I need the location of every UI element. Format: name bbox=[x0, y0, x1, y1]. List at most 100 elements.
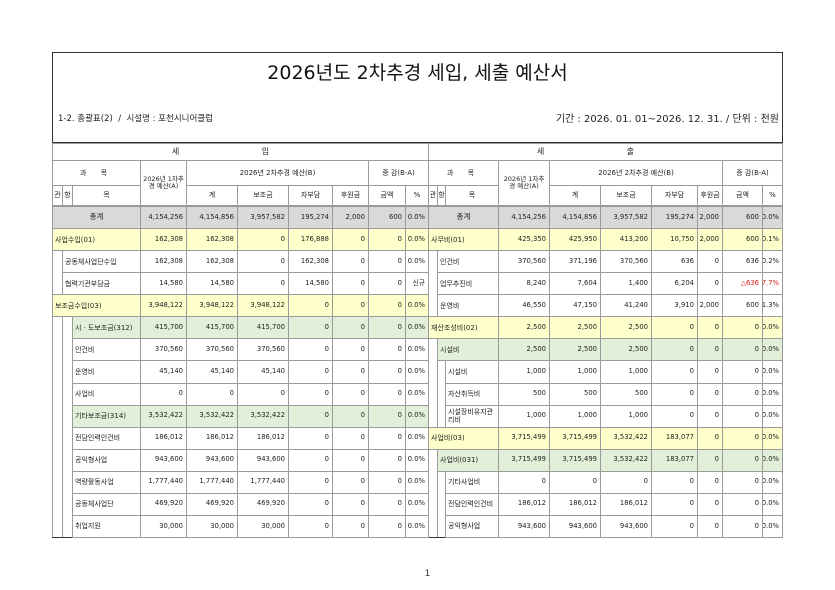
amount-cell: 0 bbox=[288, 448, 333, 472]
amount-cell: 0.0% bbox=[405, 228, 429, 252]
amount-cell: 10,750 bbox=[651, 228, 698, 252]
amount-cell: 943,600 bbox=[498, 514, 550, 538]
amount-cell: 3,910 bbox=[651, 294, 698, 318]
amount-cell: 3,948,122 bbox=[140, 294, 187, 318]
amount-cell: 47,150 bbox=[549, 294, 601, 318]
amount-cell: 500 bbox=[498, 382, 550, 406]
amount-cell: 415,700 bbox=[140, 316, 187, 340]
amount-cell: 0 bbox=[722, 448, 763, 472]
amount-cell: 3,532,422 bbox=[237, 404, 289, 428]
amount-cell: 370,560 bbox=[498, 250, 550, 274]
row-label: 인건비 bbox=[72, 338, 141, 362]
amount-cell: 3,948,122 bbox=[186, 294, 238, 318]
amount-cell: 4,154,256 bbox=[498, 206, 550, 230]
amount-cell: 0 bbox=[237, 228, 289, 252]
amount-cell: 0 bbox=[368, 316, 406, 340]
amount-cell: 2,000 bbox=[332, 206, 369, 230]
amount-cell: 0 bbox=[288, 492, 333, 516]
amount-cell: 0 bbox=[237, 382, 289, 406]
amount-cell: 469,920 bbox=[140, 492, 187, 516]
amount-cell: 3,715,499 bbox=[498, 426, 550, 450]
row-label: 공익형사업 bbox=[72, 448, 141, 472]
amount-cell: 0 bbox=[368, 426, 406, 450]
amount-cell: 2,000 bbox=[697, 228, 723, 252]
amount-cell: 186,012 bbox=[140, 426, 187, 450]
row-label: 재산조성비(02) bbox=[428, 316, 499, 340]
amount-cell: 2,500 bbox=[549, 316, 601, 340]
amount-cell: 0 bbox=[368, 294, 406, 318]
header-cell: 금액 bbox=[722, 185, 763, 206]
amount-cell: 2,500 bbox=[498, 316, 550, 340]
amount-cell: 195,274 bbox=[288, 206, 333, 230]
row-label: 기타보조금(314) bbox=[72, 404, 141, 428]
amount-cell: 1,000 bbox=[600, 360, 652, 384]
amount-cell: 186,012 bbox=[237, 426, 289, 450]
subtitle-right: 기간 : 2026. 01. 01~2026. 12. 31. / 단위 : 천… bbox=[555, 114, 779, 125]
amount-cell: 0.0% bbox=[405, 250, 429, 274]
amount-cell: 2,000 bbox=[697, 206, 723, 230]
amount-cell: 0 bbox=[332, 338, 369, 362]
amount-cell: 0 bbox=[697, 404, 723, 428]
amount-cell: 425,350 bbox=[498, 228, 550, 252]
amount-cell: 0 bbox=[722, 470, 763, 494]
amount-cell: 183,077 bbox=[651, 448, 698, 472]
header-cell: % bbox=[405, 185, 429, 206]
amount-cell: 0 bbox=[651, 470, 698, 494]
amount-cell: 0.0% bbox=[405, 470, 429, 494]
amount-cell: 636 bbox=[722, 250, 763, 274]
amount-cell: 0.0% bbox=[762, 382, 783, 406]
amount-cell: 195,274 bbox=[651, 206, 698, 230]
amount-cell: 0 bbox=[368, 360, 406, 384]
amount-cell: 0 bbox=[651, 360, 698, 384]
amount-cell: 0 bbox=[332, 514, 369, 538]
header-cell: 보조금 bbox=[237, 185, 289, 206]
amount-cell: 0 bbox=[288, 470, 333, 494]
amount-cell: 41,240 bbox=[600, 294, 652, 318]
amount-cell: 0 bbox=[332, 316, 369, 340]
amount-cell: 943,600 bbox=[140, 448, 187, 472]
amount-cell: 0 bbox=[651, 492, 698, 516]
header-cell: 2026년 1차추경 예산(A) bbox=[140, 160, 187, 206]
amount-cell: 3,532,422 bbox=[600, 448, 652, 472]
amount-cell: 0 bbox=[332, 470, 369, 494]
amount-cell: 14,580 bbox=[140, 272, 187, 296]
header-cell: 증 감(B-A) bbox=[722, 160, 783, 186]
row-label: 사업비 bbox=[72, 382, 141, 406]
header-cell: 증 감(B-A) bbox=[368, 160, 429, 186]
amount-cell: 0 bbox=[368, 382, 406, 406]
row-label: 총계 bbox=[428, 206, 499, 230]
amount-cell: 1,000 bbox=[600, 404, 652, 428]
amount-cell: 0 bbox=[549, 470, 601, 494]
amount-cell: 162,308 bbox=[140, 250, 187, 274]
amount-cell: 0 bbox=[288, 338, 333, 362]
column-rule bbox=[52, 205, 53, 537]
amount-cell: 30,000 bbox=[237, 514, 289, 538]
amount-cell: 600 bbox=[722, 206, 763, 230]
title: 2026년도 2차추경 세입, 세출 예산서 bbox=[267, 62, 568, 84]
amount-cell: 46,550 bbox=[498, 294, 550, 318]
amount-cell: 600 bbox=[368, 206, 406, 230]
amount-cell: 183,077 bbox=[651, 426, 698, 450]
row-label: 시설비 bbox=[437, 338, 499, 362]
amount-cell: 176,888 bbox=[288, 228, 333, 252]
amount-cell: 8,240 bbox=[498, 272, 550, 296]
row-label: 업무추진비 bbox=[437, 272, 499, 296]
amount-cell: 425,950 bbox=[549, 228, 601, 252]
amount-cell: 0.2% bbox=[762, 250, 783, 274]
amount-cell: 0.0% bbox=[762, 206, 783, 230]
amount-cell: 162,308 bbox=[186, 250, 238, 274]
column-rule bbox=[437, 205, 438, 537]
amount-cell: 3,532,422 bbox=[186, 404, 238, 428]
row-label: 공동체사업단수입 bbox=[62, 250, 141, 274]
amount-cell: 3,957,582 bbox=[237, 206, 289, 230]
amount-cell: 0 bbox=[697, 272, 723, 296]
amount-cell: 30,000 bbox=[186, 514, 238, 538]
amount-cell: 370,560 bbox=[600, 250, 652, 274]
amount-cell: 636 bbox=[651, 250, 698, 274]
header-cell: 2026년 2차추경 예산(B) bbox=[186, 160, 369, 186]
amount-cell: 415,700 bbox=[237, 316, 289, 340]
amount-cell: 0 bbox=[722, 360, 763, 384]
amount-cell: 0 bbox=[332, 294, 369, 318]
amount-cell: 1.3% bbox=[762, 294, 783, 318]
amount-cell: 0.0% bbox=[762, 448, 783, 472]
